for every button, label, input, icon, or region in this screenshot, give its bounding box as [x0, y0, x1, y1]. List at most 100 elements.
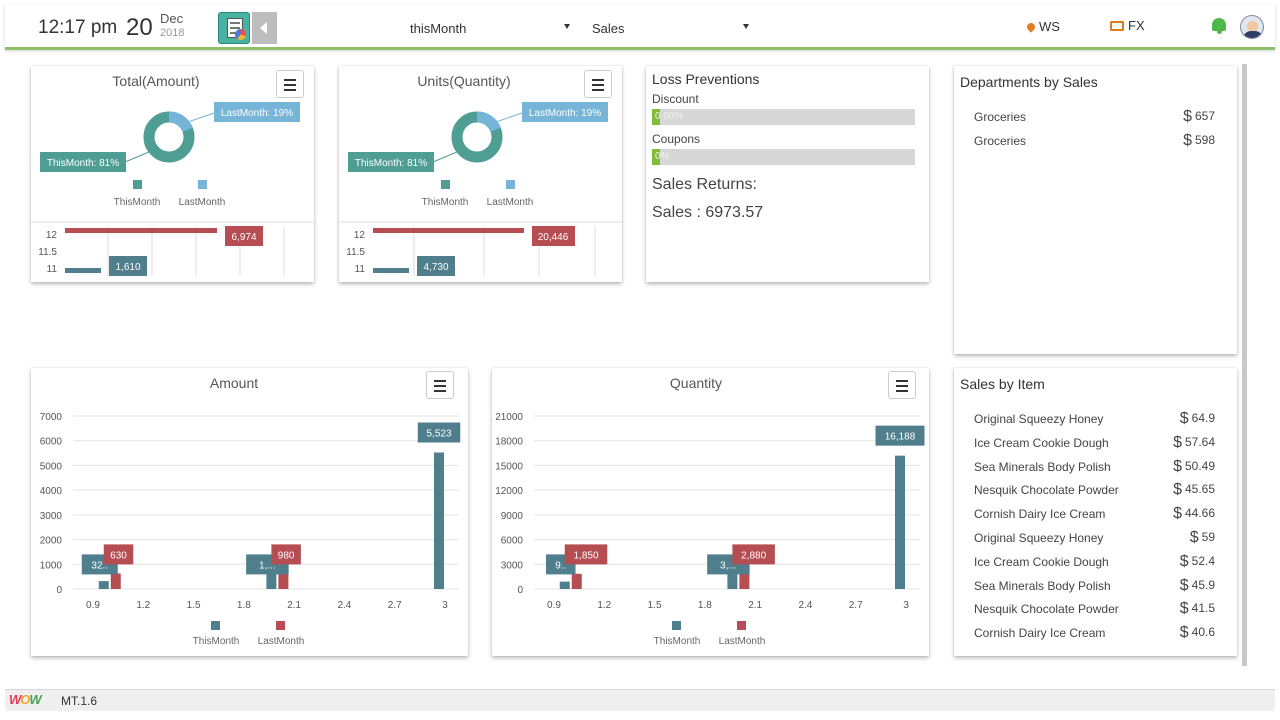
department-row: Groceries $598: [974, 132, 1215, 150]
y-tick-label: 6000: [40, 437, 63, 448]
x-tick-label: 2.7: [388, 600, 402, 611]
legend-this-swatch: [672, 621, 681, 630]
amount-chart-title: Amount: [209, 375, 259, 391]
hbar-this-label-box: [417, 256, 455, 276]
monitor-icon: [1110, 21, 1124, 31]
bar-value-label: 9..: [555, 560, 566, 571]
y-tick-label: 0: [517, 585, 523, 596]
discount-progress-fill: [652, 109, 660, 125]
dollar-icon: $: [1179, 624, 1189, 642]
legend-last-swatch: [737, 621, 746, 630]
sales-item-value: $52.4: [1180, 553, 1215, 571]
coupons-progress-fill: [652, 149, 660, 165]
chart-menu-button[interactable]: [276, 70, 304, 98]
bar-lastmonth: [739, 565, 750, 589]
location-pin-icon: [1025, 21, 1037, 33]
chart-menu-button[interactable]: [888, 371, 916, 399]
sales-item-value: $44.66: [1173, 505, 1215, 523]
bar-label-box: [875, 425, 925, 446]
wow-logo: WOW: [9, 692, 42, 707]
hbar-this-month: [373, 268, 409, 273]
sales-item-value: $40.6: [1180, 624, 1215, 642]
legend-this-swatch: [211, 621, 220, 630]
hbar-this-label: 1,610: [115, 262, 140, 273]
legend-this-swatch: [441, 180, 450, 189]
bar-value-label: 2,880: [741, 550, 766, 561]
x-tick-label: 3: [442, 600, 448, 611]
clock-time: 12:17 pm: [38, 17, 118, 38]
y-tick-label: 15000: [495, 461, 523, 472]
legend-last-swatch: [506, 180, 515, 189]
department-amount: 657: [1194, 109, 1215, 123]
notification-bell-icon[interactable]: [1210, 16, 1228, 34]
tick-11: 11: [47, 264, 58, 275]
hbar-last-label-box: [225, 226, 263, 246]
hbar-last-label: 6,974: [231, 232, 256, 243]
sales-item-value: $41.5: [1180, 600, 1215, 618]
x-tick-label: 2.4: [798, 600, 812, 611]
loss-preventions-title: Loss Preventions: [652, 71, 760, 87]
this-month-label-box: [348, 152, 434, 172]
bar-label-box: [732, 544, 775, 565]
sales-item-amount: 64.9: [1191, 411, 1215, 425]
sales-item-amount: 45.9: [1191, 577, 1215, 592]
units-quantity-chart: ThisMonth: 81% LastMonth: 19% ThisMonth …: [339, 102, 622, 276]
bar-value-label: 16,188: [885, 432, 916, 443]
departments-by-sales-card: Departments by Sales Groceries $657 Grocer…: [954, 66, 1237, 354]
collapse-arrow-button[interactable]: [252, 12, 277, 44]
departments-title: Departments by Sales: [960, 74, 1098, 90]
units-quantity-title: Units(Quantity): [417, 73, 511, 89]
y-tick-label: 5000: [40, 461, 63, 472]
y-tick-label: 6000: [501, 536, 524, 547]
sales-item-amount: 52.4: [1191, 553, 1215, 568]
sales-item-value: $50.49: [1173, 458, 1215, 476]
period-select[interactable]: thisMonth: [398, 12, 578, 42]
sales-by-item-card: Sales by Item Original Squeezy Honey $64.…: [954, 368, 1237, 656]
sales-item-row: Sea Minerals Body Polish $50.49: [974, 458, 1215, 476]
sales-item-amount: 44.66: [1184, 506, 1215, 521]
report-type-select[interactable]: Sales: [580, 12, 757, 42]
total-amount-chart: ThisMonth: 81% LastMonth: 19% ThisMonth …: [31, 102, 314, 276]
bar-label-box: [564, 544, 608, 565]
department-row: Groceries $657: [974, 108, 1215, 126]
terminal-selector[interactable]: FX: [1110, 18, 1145, 33]
donut-last-month: [451, 111, 503, 163]
location-selector[interactable]: WS: [1025, 19, 1060, 34]
bar-label-box: [417, 422, 461, 443]
chart-menu-button[interactable]: [426, 371, 454, 399]
dollar-icon: $: [1173, 481, 1182, 499]
user-avatar[interactable]: [1240, 15, 1264, 39]
department-label: Groceries: [974, 110, 1027, 124]
report-app-icon[interactable]: [218, 12, 250, 44]
coupons-percent: 0%: [655, 151, 670, 162]
tick-11-5: 11.5: [346, 247, 365, 258]
chart-menu-button[interactable]: [584, 70, 612, 98]
amount-chart-card: Amount 0 1000 2000 3000 4000 5000 6000 7000 0.9 1…: [31, 368, 468, 656]
bar-label-box: [103, 544, 134, 565]
legend-last-month: LastMonth: [258, 636, 305, 647]
bar-thismonth: [266, 560, 277, 589]
bar-label-box: [271, 544, 301, 565]
bar-value-label: 1,...: [259, 560, 276, 571]
x-tick-label: 1.2: [136, 600, 150, 611]
legend-this-month: ThisMonth: [422, 197, 469, 208]
legend-this-swatch: [133, 180, 142, 189]
bar-value-label: 1,850: [573, 550, 598, 561]
legend-this-month: ThisMonth: [193, 636, 240, 647]
bar-thismonth: [434, 452, 444, 589]
dollar-icon: $: [1183, 108, 1192, 125]
tick-12: 12: [354, 230, 366, 241]
legend-last-swatch: [198, 180, 207, 189]
sales-item-row: Cornish Dairy Ice Cream $40.6: [974, 624, 1215, 642]
y-tick-label: 7000: [40, 412, 63, 423]
x-tick-label: 2.4: [337, 600, 351, 611]
legend-this-month: ThisMonth: [654, 636, 701, 647]
sales-item-value: $45.9: [1180, 577, 1215, 595]
x-tick-label: 0.9: [547, 600, 561, 611]
last-month-label-box: [522, 102, 608, 122]
y-tick-label: 3000: [501, 560, 524, 571]
department-value: $598: [1183, 132, 1215, 150]
vertical-scrollbar[interactable]: [1242, 64, 1247, 666]
x-tick-label: 2.7: [849, 600, 863, 611]
sales-item-amount: 40.6: [1191, 625, 1215, 640]
